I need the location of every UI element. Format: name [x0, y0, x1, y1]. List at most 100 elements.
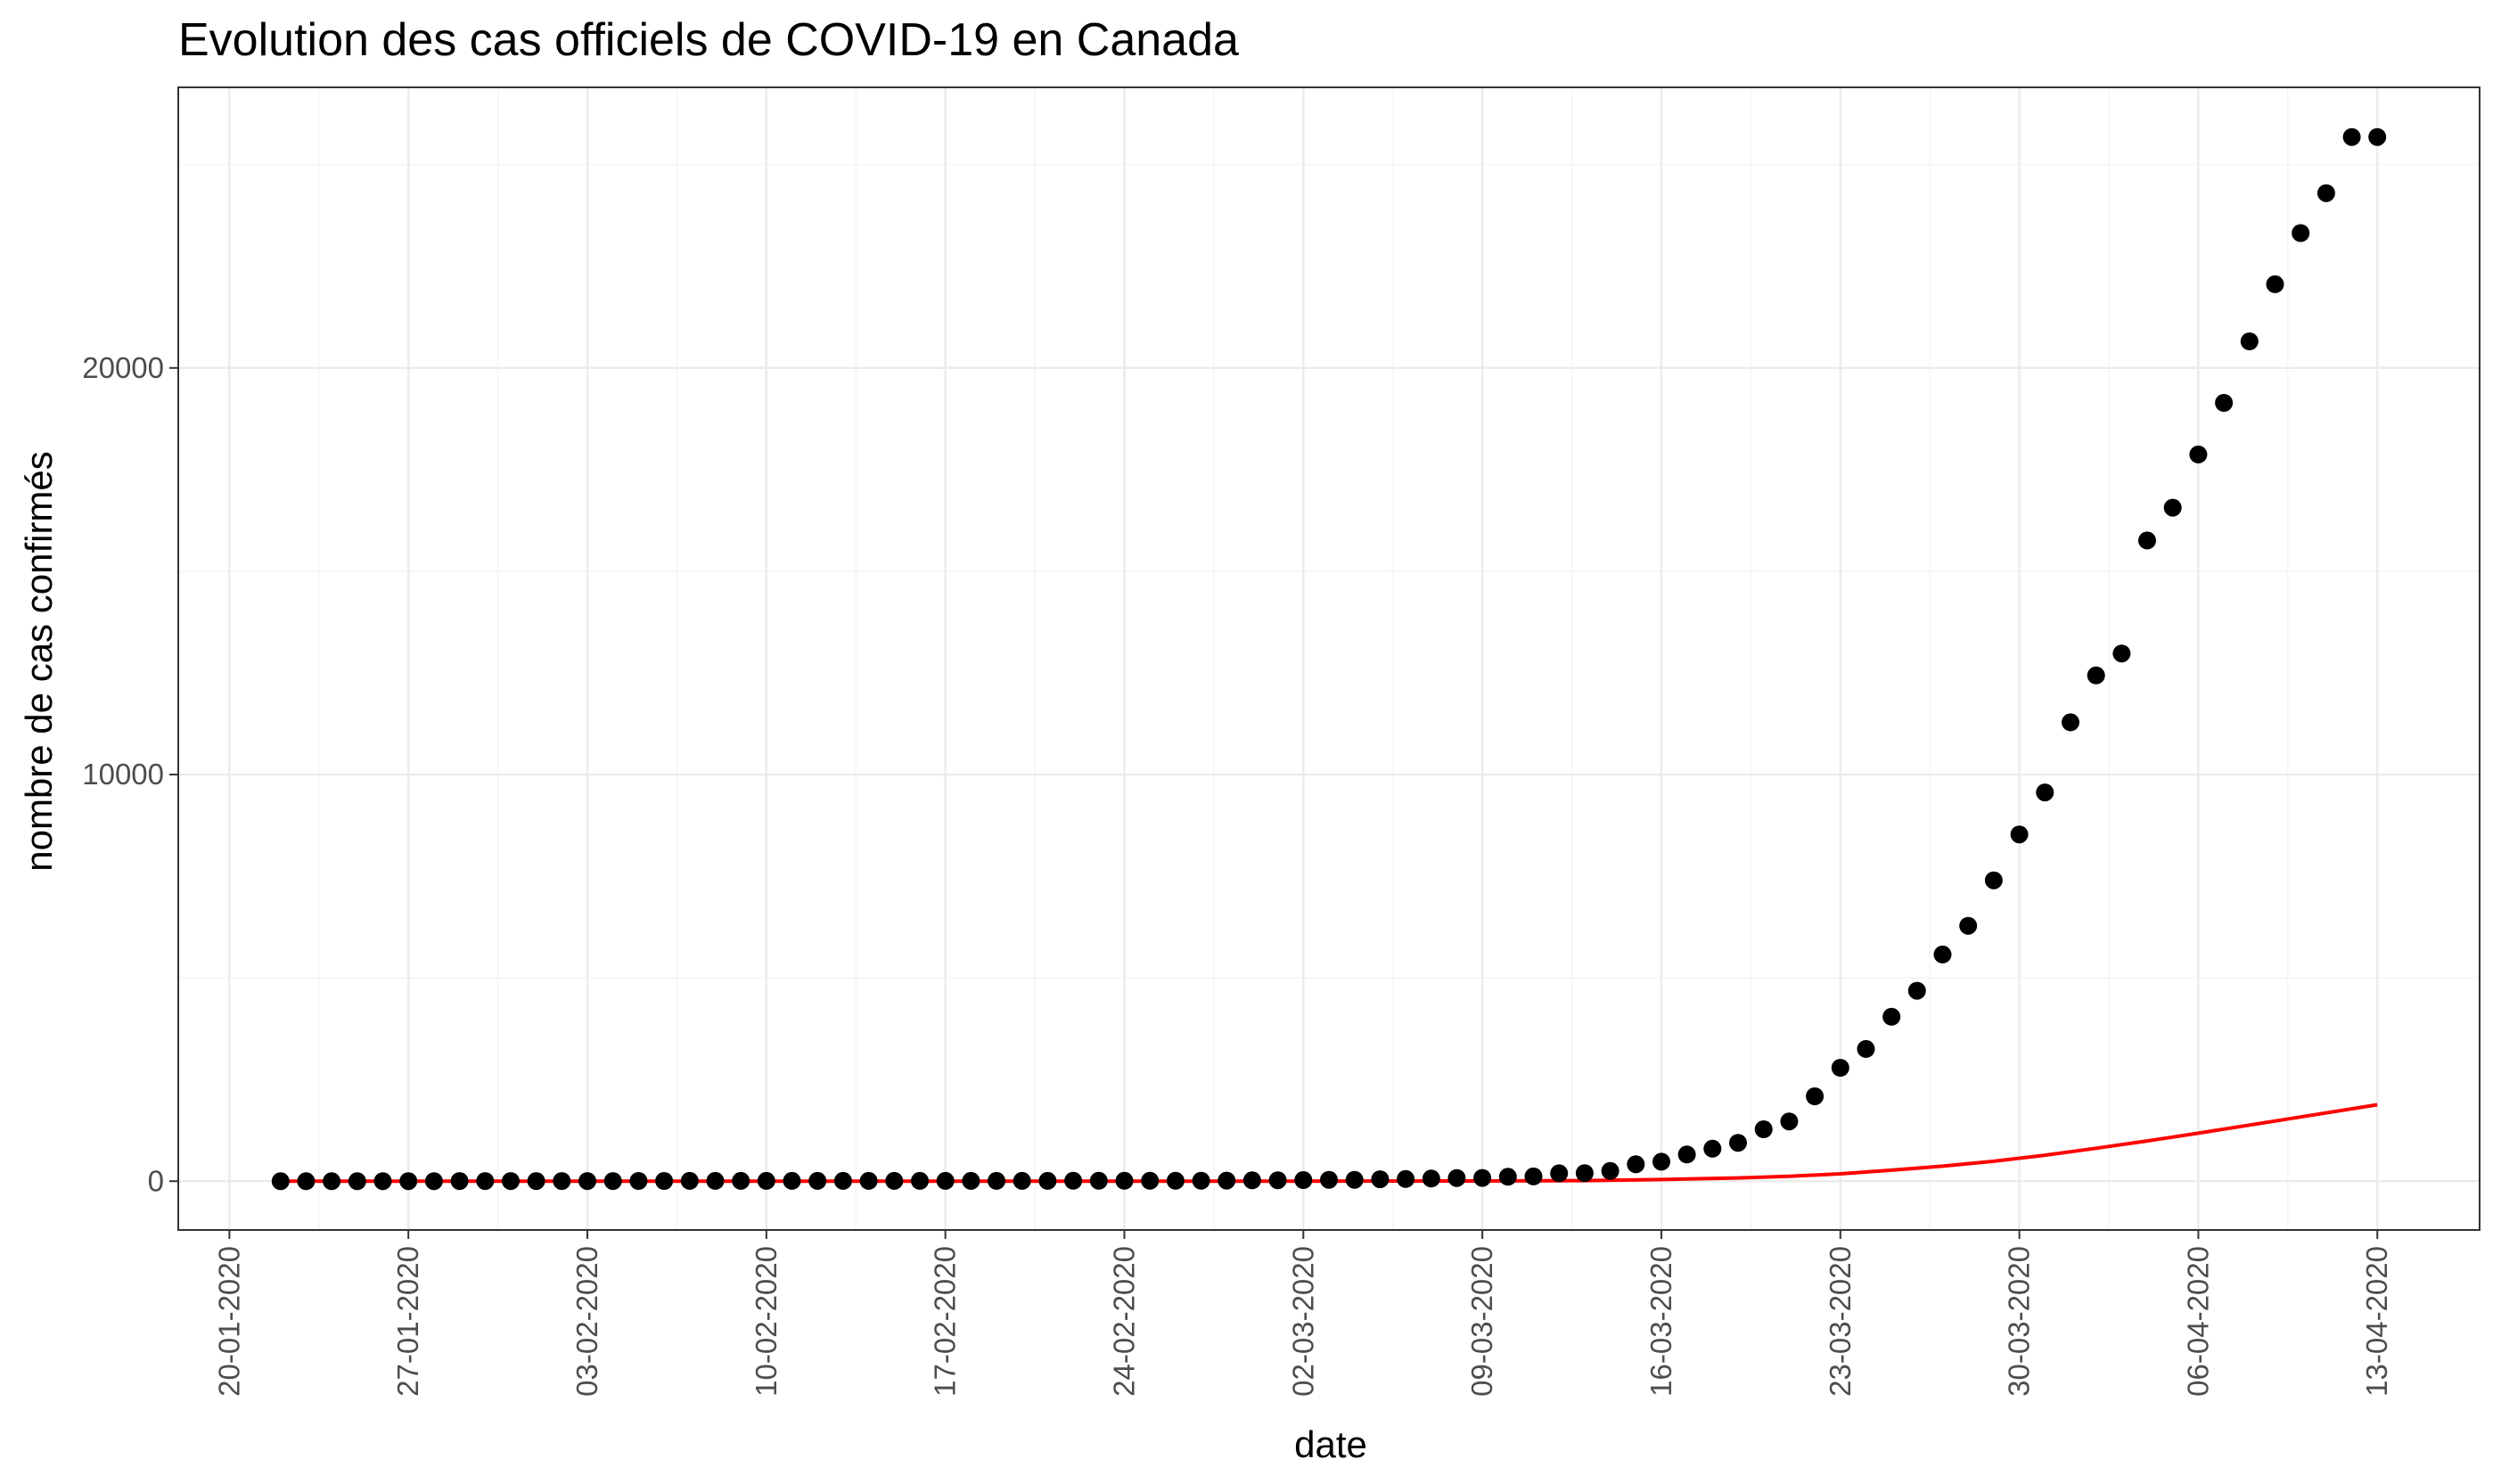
- data-point: [271, 1172, 290, 1191]
- data-point: [1575, 1164, 1594, 1183]
- data-point: [348, 1172, 366, 1191]
- x-tick-label: 24-02-2020: [1107, 1246, 1140, 1397]
- data-point: [2266, 275, 2284, 293]
- data-point: [1780, 1112, 1799, 1131]
- data-point: [1601, 1161, 1620, 1180]
- data-point: [1192, 1171, 1210, 1190]
- data-point: [373, 1172, 392, 1191]
- x-axis: 20-01-2020 27-01-2020 03-02-2020 10-02-2020…: [212, 1230, 2393, 1397]
- data-point: [2342, 127, 2361, 146]
- data-point: [1089, 1171, 1108, 1190]
- data-point: [1677, 1145, 1696, 1164]
- data-point: [655, 1172, 674, 1190]
- data-point: [2138, 531, 2156, 550]
- data-point: [1242, 1171, 1261, 1190]
- x-tick-label: 16-03-2020: [1644, 1246, 1677, 1397]
- y-axis-title: nombre de cas confirmés: [18, 451, 60, 872]
- data-point: [1933, 945, 1952, 963]
- x-tick-label: 09-03-2020: [1465, 1246, 1498, 1397]
- data-point: [1268, 1171, 1287, 1190]
- x-tick-label: 30-03-2020: [2003, 1246, 2036, 1397]
- data-point: [885, 1171, 904, 1190]
- data-point: [1371, 1170, 1390, 1189]
- data-point: [1984, 871, 2003, 890]
- data-point: [553, 1172, 571, 1191]
- data-point: [2215, 394, 2234, 412]
- data-point: [2112, 644, 2131, 663]
- x-tick-label: 03-02-2020: [570, 1246, 603, 1397]
- plot-border: [177, 86, 2480, 1231]
- data-point: [1115, 1171, 1134, 1190]
- data-point: [1498, 1168, 1517, 1186]
- y-axis: 0 10000 20000: [82, 351, 178, 1197]
- data-point: [578, 1172, 596, 1191]
- data-point: [2316, 184, 2335, 202]
- data-point: [1038, 1171, 1057, 1190]
- data-point: [732, 1171, 750, 1190]
- data-point: [297, 1172, 316, 1191]
- data-point: [911, 1171, 929, 1190]
- data-point: [2036, 783, 2054, 802]
- major-gridlines: [178, 87, 2480, 1230]
- data-point: [2189, 445, 2208, 463]
- data-point: [1397, 1169, 1415, 1188]
- data-point: [603, 1172, 622, 1191]
- x-axis-title: date: [1294, 1423, 1367, 1465]
- data-point: [1524, 1167, 1543, 1185]
- data-point: [1882, 1007, 1901, 1026]
- data-point: [2062, 713, 2079, 732]
- data-point: [1652, 1152, 1670, 1171]
- chart-title: Evolution des cas officiels de COVID-19 …: [178, 14, 1239, 66]
- data-points-layer: [271, 127, 2387, 1191]
- data-point: [706, 1171, 725, 1190]
- data-point: [1345, 1170, 1364, 1189]
- data-point: [629, 1172, 648, 1190]
- data-point: [859, 1171, 878, 1190]
- data-point: [783, 1171, 801, 1190]
- data-point: [2240, 332, 2259, 350]
- data-point: [399, 1172, 418, 1191]
- data-point: [1729, 1134, 1747, 1152]
- data-point: [1907, 981, 1926, 1000]
- y-tick-label: 0: [148, 1164, 164, 1197]
- data-point: [2163, 498, 2182, 517]
- data-point: [476, 1172, 495, 1191]
- minor-gridlines: [178, 87, 2480, 1230]
- data-point: [1959, 916, 1978, 935]
- data-point: [1703, 1139, 1722, 1158]
- data-point: [323, 1172, 341, 1191]
- data-point: [1141, 1171, 1160, 1190]
- data-point: [1857, 1039, 1875, 1058]
- data-point: [527, 1172, 545, 1191]
- x-tick-label: 02-03-2020: [1286, 1246, 1319, 1397]
- data-point: [2087, 666, 2105, 685]
- data-point: [1550, 1164, 1569, 1183]
- data-point: [1754, 1120, 1773, 1138]
- data-point: [424, 1172, 443, 1191]
- data-point: [1473, 1168, 1492, 1187]
- data-point: [808, 1171, 827, 1190]
- data-point: [1831, 1059, 1849, 1077]
- data-point: [1447, 1168, 1466, 1187]
- data-point: [450, 1172, 469, 1191]
- data-point: [757, 1171, 775, 1190]
- data-point: [502, 1172, 520, 1191]
- data-point: [1806, 1087, 1824, 1105]
- data-point: [1166, 1171, 1185, 1190]
- x-tick-label: 13-04-2020: [2360, 1246, 2393, 1397]
- data-point: [1013, 1171, 1031, 1190]
- data-point: [1627, 1155, 1645, 1174]
- y-tick-label: 20000: [82, 351, 164, 384]
- x-tick-label: 10-02-2020: [750, 1246, 783, 1397]
- data-point: [1320, 1170, 1338, 1189]
- data-point: [1064, 1171, 1083, 1190]
- x-tick-label: 17-02-2020: [929, 1246, 962, 1397]
- data-point: [988, 1171, 1005, 1190]
- data-point: [1218, 1171, 1236, 1190]
- plot-panel: [178, 87, 2480, 1230]
- x-tick-label: 27-01-2020: [391, 1246, 424, 1397]
- data-point: [936, 1171, 955, 1190]
- data-point: [1294, 1171, 1313, 1189]
- data-point: [833, 1171, 852, 1190]
